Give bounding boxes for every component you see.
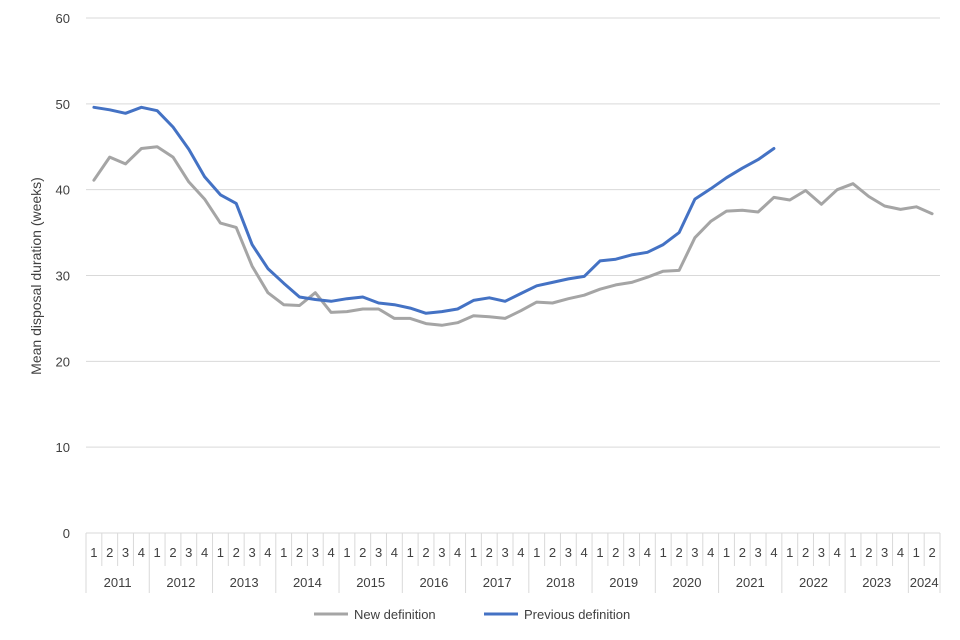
- x-tick-label-quarter: 1: [407, 545, 414, 560]
- x-tick-label-quarter: 1: [913, 545, 920, 560]
- x-tick-label-quarter: 4: [391, 545, 398, 560]
- x-tick-label-year: 2018: [546, 575, 575, 590]
- x-tick-label-year: 2019: [609, 575, 638, 590]
- x-tick-label-quarter: 2: [422, 545, 429, 560]
- x-tick-label-year: 2021: [736, 575, 765, 590]
- x-tick-label-quarter: 2: [675, 545, 682, 560]
- x-tick-label-quarter: 2: [233, 545, 240, 560]
- x-tick-label-quarter: 2: [549, 545, 556, 560]
- x-tick-label-quarter: 1: [660, 545, 667, 560]
- y-tick-label: 50: [56, 97, 70, 112]
- series-line-previous-definition: [92, 105, 776, 315]
- x-tick-label-year: 2017: [483, 575, 512, 590]
- x-tick-label-year: 2020: [673, 575, 702, 590]
- y-axis: 0 10 20 30 40 50 60: [56, 11, 70, 541]
- x-tick-label-quarter: 3: [185, 545, 192, 560]
- y-tick-label: 40: [56, 183, 70, 198]
- x-tick-label-quarter: 1: [343, 545, 350, 560]
- x-tick-label-year: 2015: [356, 575, 385, 590]
- series-line-new-definition: [92, 145, 934, 327]
- x-tick-label-quarter: 1: [786, 545, 793, 560]
- x-tick-label-quarter: 3: [438, 545, 445, 560]
- x-tick-label-quarter: 4: [581, 545, 588, 560]
- x-tick-label-quarter: 1: [280, 545, 287, 560]
- legend-label-new-definition: New definition: [354, 607, 436, 622]
- y-tick-label: 30: [56, 269, 70, 284]
- x-tick-label-quarter: 3: [501, 545, 508, 560]
- y-axis-label: Mean disposal duration (weeks): [28, 177, 44, 375]
- x-tick-label-quarter: 4: [454, 545, 461, 560]
- x-tick-label-quarter: 1: [596, 545, 603, 560]
- series-lines: [92, 105, 934, 327]
- x-tick-label-year: 2013: [230, 575, 259, 590]
- x-tick-label-quarter: 2: [169, 545, 176, 560]
- legend: New definition Previous definition: [314, 607, 630, 622]
- x-tick-label-quarter: 3: [881, 545, 888, 560]
- x-tick-label-quarter: 2: [739, 545, 746, 560]
- x-tick-label-quarter: 1: [849, 545, 856, 560]
- x-tick-label-quarter: 4: [707, 545, 714, 560]
- x-tick-label-year: 2023: [862, 575, 891, 590]
- x-tick-label-quarter: 3: [312, 545, 319, 560]
- x-tick-label-quarter: 2: [928, 545, 935, 560]
- x-tick-label-quarter: 2: [865, 545, 872, 560]
- x-tick-label-year: 2011: [104, 575, 132, 590]
- x-tick-label-quarter: 3: [691, 545, 698, 560]
- x-tick-label-quarter: 4: [644, 545, 651, 560]
- x-tick-label-year: 2014: [293, 575, 322, 590]
- x-tick-label-quarter: 2: [612, 545, 619, 560]
- x-tick-label-year: 2012: [166, 575, 195, 590]
- x-tick-label-quarter: 4: [328, 545, 335, 560]
- x-tick-label-quarter: 1: [154, 545, 161, 560]
- x-tick-label-quarter: 4: [264, 545, 271, 560]
- x-tick-label-quarter: 2: [486, 545, 493, 560]
- x-tick-label-quarter: 2: [802, 545, 809, 560]
- x-tick-label-quarter: 3: [565, 545, 572, 560]
- y-tick-label: 10: [56, 440, 70, 455]
- x-tick-label-quarter: 4: [897, 545, 904, 560]
- y-tick-label: 0: [63, 526, 70, 541]
- x-tick-label-quarter: 3: [818, 545, 825, 560]
- x-tick-label-year: 2024: [910, 575, 939, 590]
- x-tick-label-quarter: 2: [106, 545, 113, 560]
- x-tick-label-quarter: 4: [770, 545, 777, 560]
- x-tick-label-quarter: 2: [359, 545, 366, 560]
- x-tick-label-quarter: 4: [201, 545, 208, 560]
- x-tick-label-quarter: 4: [834, 545, 841, 560]
- x-tick-label-quarter: 3: [755, 545, 762, 560]
- x-tick-label-quarter: 1: [217, 545, 224, 560]
- x-tick-label-quarter: 4: [517, 545, 524, 560]
- x-tick-label-quarter: 4: [138, 545, 145, 560]
- x-tick-label-quarter: 3: [248, 545, 255, 560]
- legend-label-previous-definition: Previous definition: [524, 607, 630, 622]
- x-tick-label-year: 2016: [419, 575, 448, 590]
- x-tick-label-quarter: 3: [628, 545, 635, 560]
- x-tick-label-quarter: 3: [122, 545, 129, 560]
- gridlines: [86, 17, 940, 448]
- x-tick-label-year: 2022: [799, 575, 828, 590]
- y-tick-label: 20: [56, 354, 70, 369]
- x-tick-label-quarter: 3: [375, 545, 382, 560]
- x-tick-label-quarter: 1: [90, 545, 97, 560]
- x-tick-label-quarter: 2: [296, 545, 303, 560]
- x-tick-label-quarter: 1: [723, 545, 730, 560]
- x-tick-label-quarter: 1: [533, 545, 540, 560]
- y-tick-label: 60: [56, 11, 70, 26]
- x-tick-label-quarter: 1: [470, 545, 477, 560]
